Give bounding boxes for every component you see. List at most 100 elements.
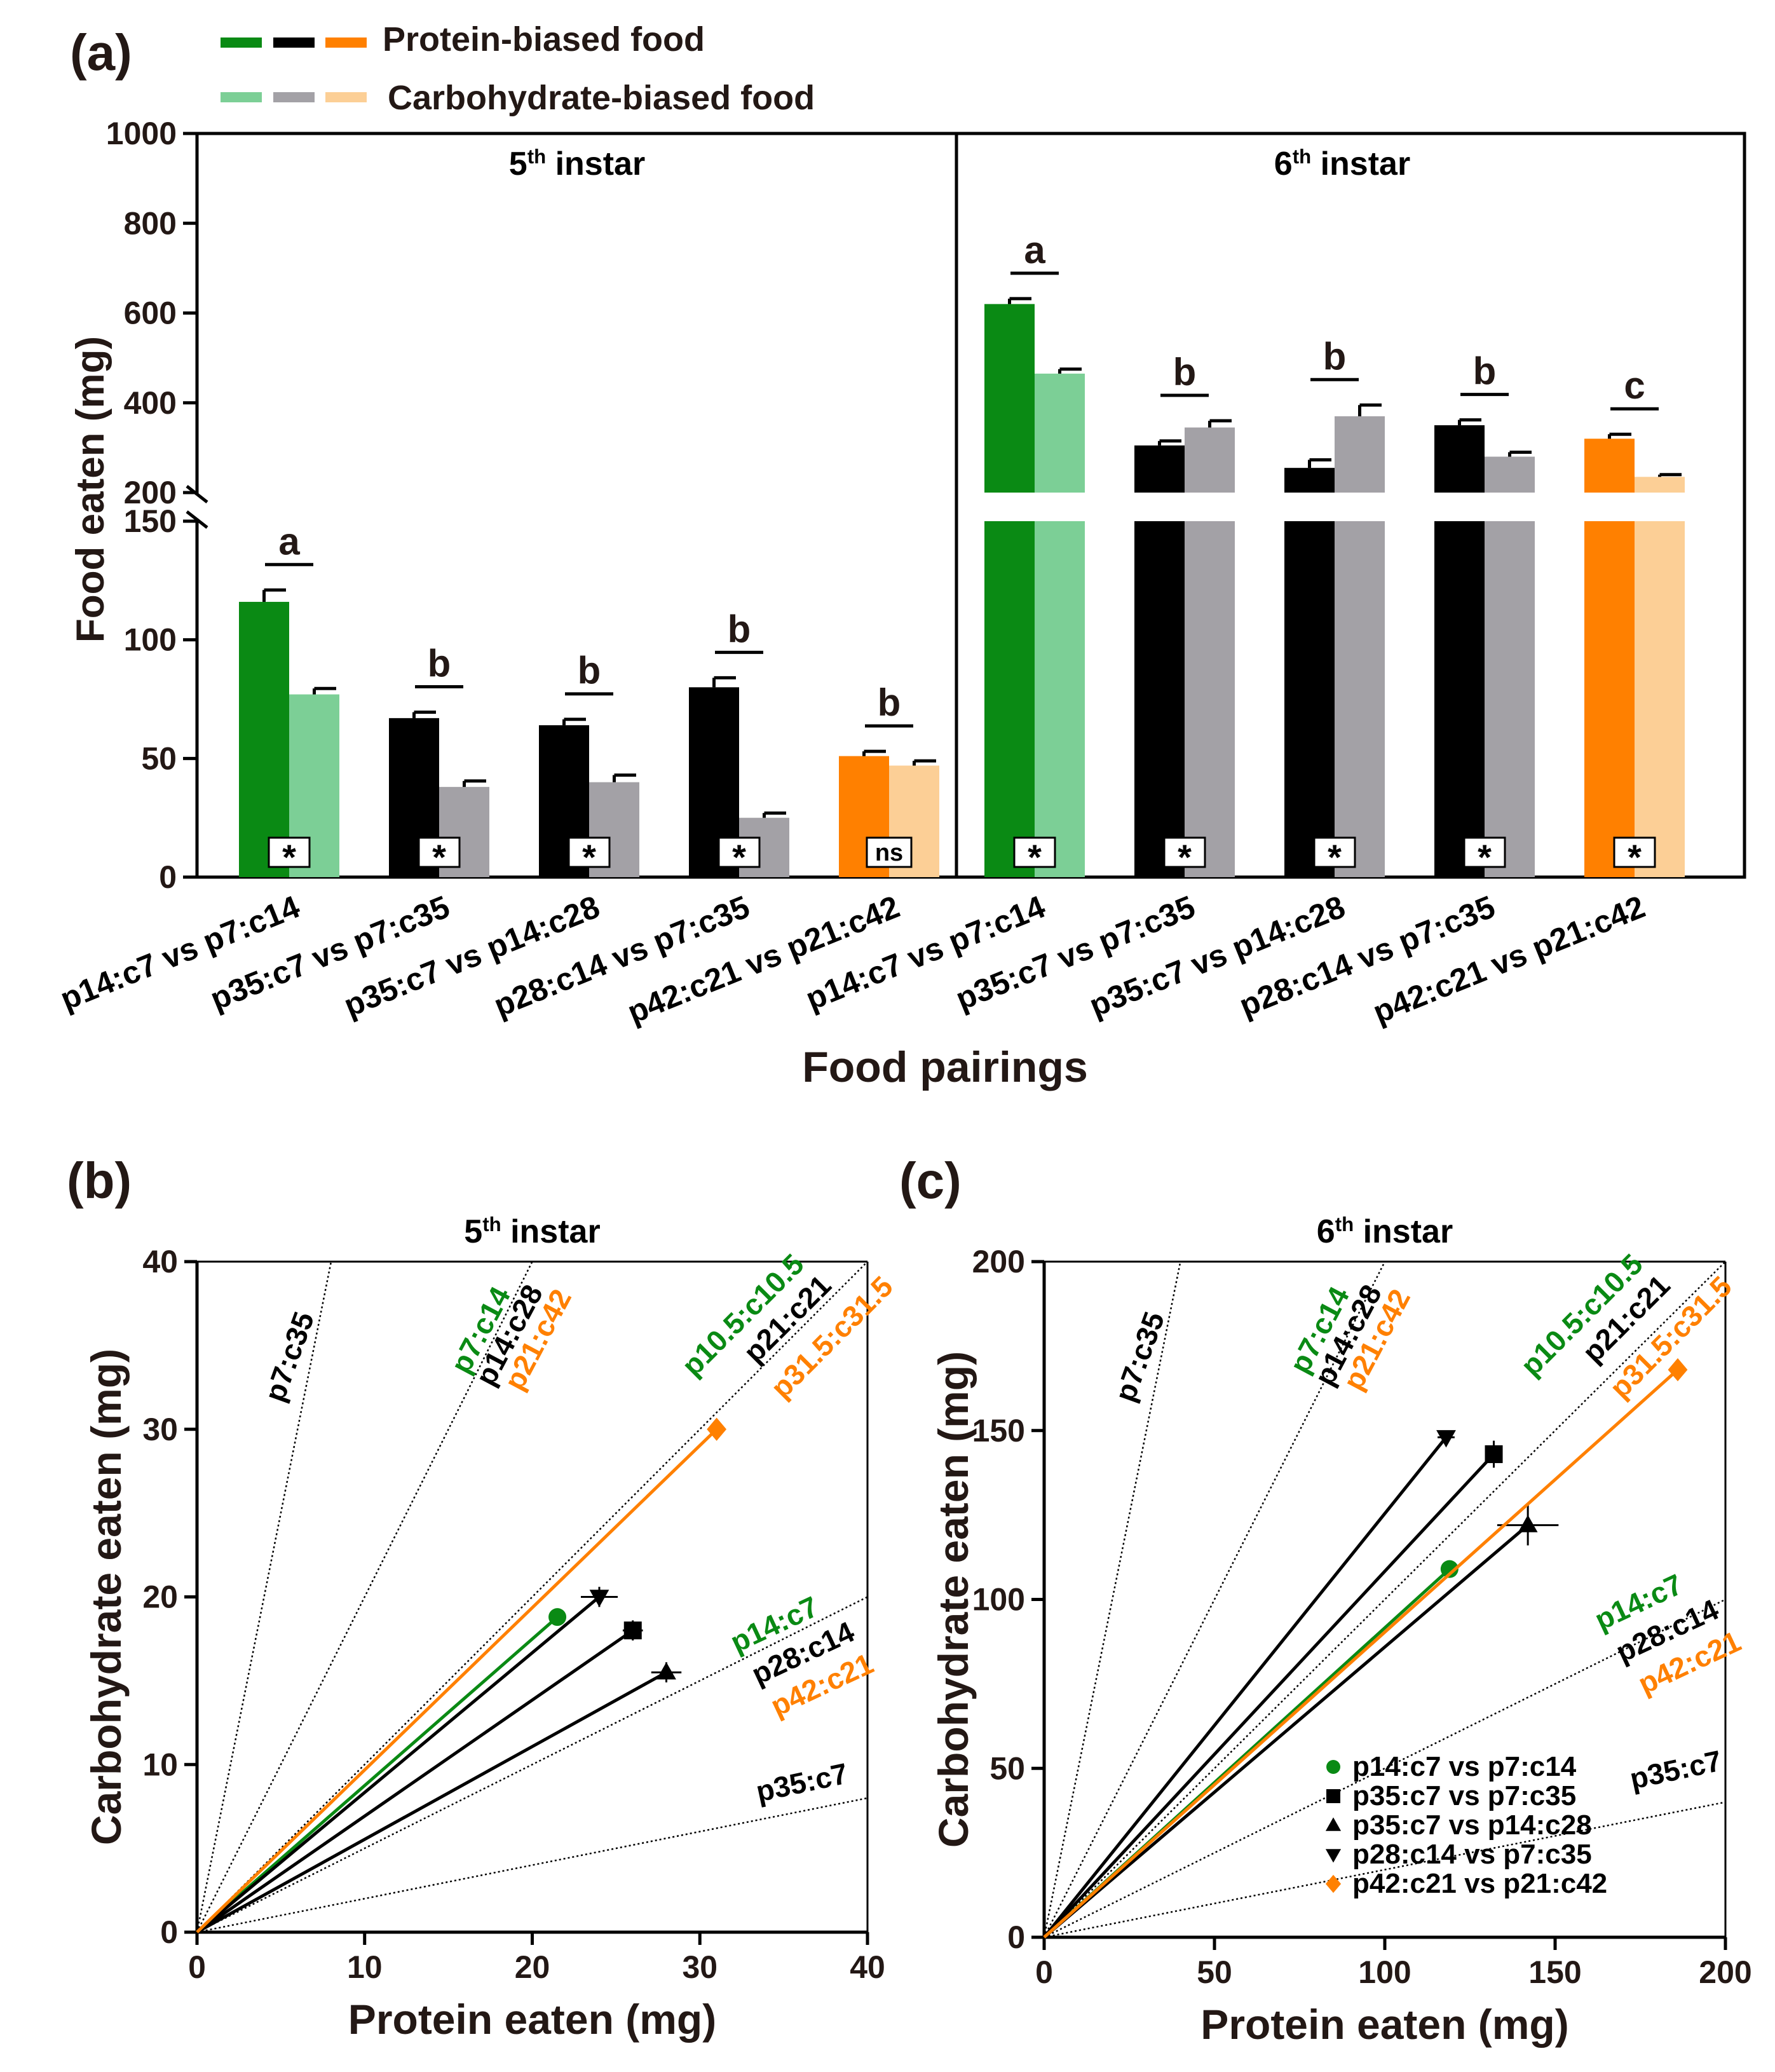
rail-label: p35:c7 xyxy=(753,1757,850,1808)
legend-label: p35:c7 vs p14:c28 xyxy=(1352,1810,1592,1841)
bar xyxy=(1134,445,1185,493)
significance-letter: b xyxy=(878,681,901,724)
significance-box xyxy=(1463,836,1506,868)
significance-box xyxy=(1013,836,1056,868)
x-category-label: p42:c21 vs p21:c42 xyxy=(1368,889,1650,1030)
significance-mark: * xyxy=(1178,837,1192,877)
y-tick-label: 10 xyxy=(142,1747,178,1782)
significance-letter: c xyxy=(1624,364,1645,407)
y-tick-label: 100 xyxy=(124,622,177,658)
x-category-label: p35:c7 vs p14:c28 xyxy=(339,889,604,1023)
significance-box xyxy=(866,836,913,868)
x-tick-label: 40 xyxy=(850,1949,885,1985)
panel-a-ylabel: Food eaten (mg) xyxy=(69,336,112,643)
x-tick-label: 0 xyxy=(1035,1954,1053,1990)
panel-c-scatter: 6th instar 0 50 100 150 200 0 50 100 150 200 Protei… xyxy=(930,1213,1752,2048)
significance-letter: b xyxy=(1323,335,1347,378)
y-tick-label: 30 xyxy=(142,1412,178,1447)
panel-a-title-6th: 6th instar xyxy=(1274,146,1410,182)
x-tick-label: 200 xyxy=(1699,1954,1751,1990)
x-axis-label: Protein eaten (mg) xyxy=(348,1996,716,2043)
data-point xyxy=(1485,1445,1503,1463)
nutritional-rail xyxy=(1043,1261,1386,1938)
bar xyxy=(1134,521,1185,877)
data-point xyxy=(1440,1560,1459,1578)
bar xyxy=(239,601,289,877)
significance-letter: b xyxy=(578,650,601,692)
legend-marker xyxy=(1326,1760,1340,1774)
y-tick-label: 800 xyxy=(124,205,177,241)
y-tick-label: 150 xyxy=(124,503,177,539)
y-axis-label: Carbohydrate eaten (mg) xyxy=(83,1349,130,1845)
intake-trajectory xyxy=(1043,1523,1529,1939)
legend-label: p14:c7 vs p7:c14 xyxy=(1352,1751,1577,1782)
data-point xyxy=(1436,1430,1456,1448)
y-tick-label: 400 xyxy=(124,385,177,421)
x-category-label: p14:c7 vs p7:c14 xyxy=(55,889,304,1017)
y-tick-label: 600 xyxy=(124,296,177,331)
nutritional-rail xyxy=(196,1797,868,1933)
bar xyxy=(1284,468,1335,493)
data-point xyxy=(656,1662,676,1680)
bar xyxy=(1284,521,1335,877)
legend-label: p28:c14 vs p7:c35 xyxy=(1352,1839,1592,1870)
bar xyxy=(1635,521,1685,877)
panel-b-scatter: 5th instar 0 10 20 30 40 0 10 20 30 40 Protein eate… xyxy=(83,1213,899,2043)
y-tick-label: 100 xyxy=(972,1582,1025,1618)
x-tick-label: 10 xyxy=(347,1949,383,1985)
x-tick-label: 100 xyxy=(1358,1954,1411,1990)
y-axis-label: Carbohydrate eaten (mg) xyxy=(930,1351,977,1848)
intake-trajectory xyxy=(196,1595,601,1933)
significance-mark: * xyxy=(282,837,296,877)
bar xyxy=(1434,425,1485,493)
panel-c-label: (c) xyxy=(899,1152,962,1209)
x-tick-label: 20 xyxy=(515,1949,550,1985)
significance-mark: * xyxy=(1328,837,1342,877)
legend-label: p42:c21 vs p21:c42 xyxy=(1352,1868,1607,1899)
intake-trajectory xyxy=(196,1428,718,1933)
legend-a: Protein-biased food Carbohydrate-biased … xyxy=(221,20,815,117)
x-category-label: p28:c14 vs p7:c35 xyxy=(489,889,754,1023)
significance-box xyxy=(268,836,311,868)
legend-carb-label: Carbohydrate-biased food xyxy=(388,79,815,117)
nutritional-rail xyxy=(196,1596,868,1933)
y-tick-label: 50 xyxy=(990,1750,1025,1786)
legend-carb-lightgreen xyxy=(221,92,262,102)
data-point xyxy=(589,1590,609,1607)
intake-trajectory xyxy=(1043,1436,1448,1939)
y-tick-label: 20 xyxy=(142,1579,178,1615)
scatter-title: 5th instar xyxy=(464,1213,600,1250)
x-category-label: p35:c7 vs p14:c28 xyxy=(1084,889,1350,1023)
intake-trajectory xyxy=(1043,1368,1679,1939)
data-point xyxy=(1518,1515,1538,1532)
significance-box xyxy=(1163,836,1206,868)
legend-protein-label: Protein-biased food xyxy=(383,20,705,58)
data-point xyxy=(623,1621,642,1640)
legend-carb-lightorange xyxy=(325,92,367,102)
panel-b-label: (b) xyxy=(67,1152,132,1209)
bar xyxy=(1185,521,1235,877)
bar xyxy=(1335,416,1385,493)
x-category-label: p14:c7 vs p7:c14 xyxy=(801,889,1050,1017)
data-point xyxy=(707,1417,727,1441)
panel-a-xlabel: Food pairings xyxy=(802,1043,1088,1091)
y-tick-label: 150 xyxy=(972,1413,1025,1448)
y-tick-label: 200 xyxy=(124,475,177,510)
significance-letter: a xyxy=(278,520,300,562)
bar xyxy=(1434,521,1485,877)
y-tick-label: 0 xyxy=(159,859,177,895)
significance-letter: b xyxy=(428,643,451,685)
scatter-title: 6th instar xyxy=(1317,1213,1453,1250)
x-tick-label: 50 xyxy=(1197,1954,1232,1990)
x-category-label: p28:c14 vs p7:c35 xyxy=(1234,889,1500,1023)
legend-marker xyxy=(1325,1849,1342,1863)
bar xyxy=(1584,521,1635,877)
bar xyxy=(1584,439,1635,493)
panel-a-label: (a) xyxy=(70,24,132,81)
significance-mark: * xyxy=(1028,837,1042,877)
significance-letter: b xyxy=(728,608,751,650)
rail-label: p7:c35 xyxy=(258,1307,321,1406)
legend-protein-green xyxy=(221,37,262,48)
